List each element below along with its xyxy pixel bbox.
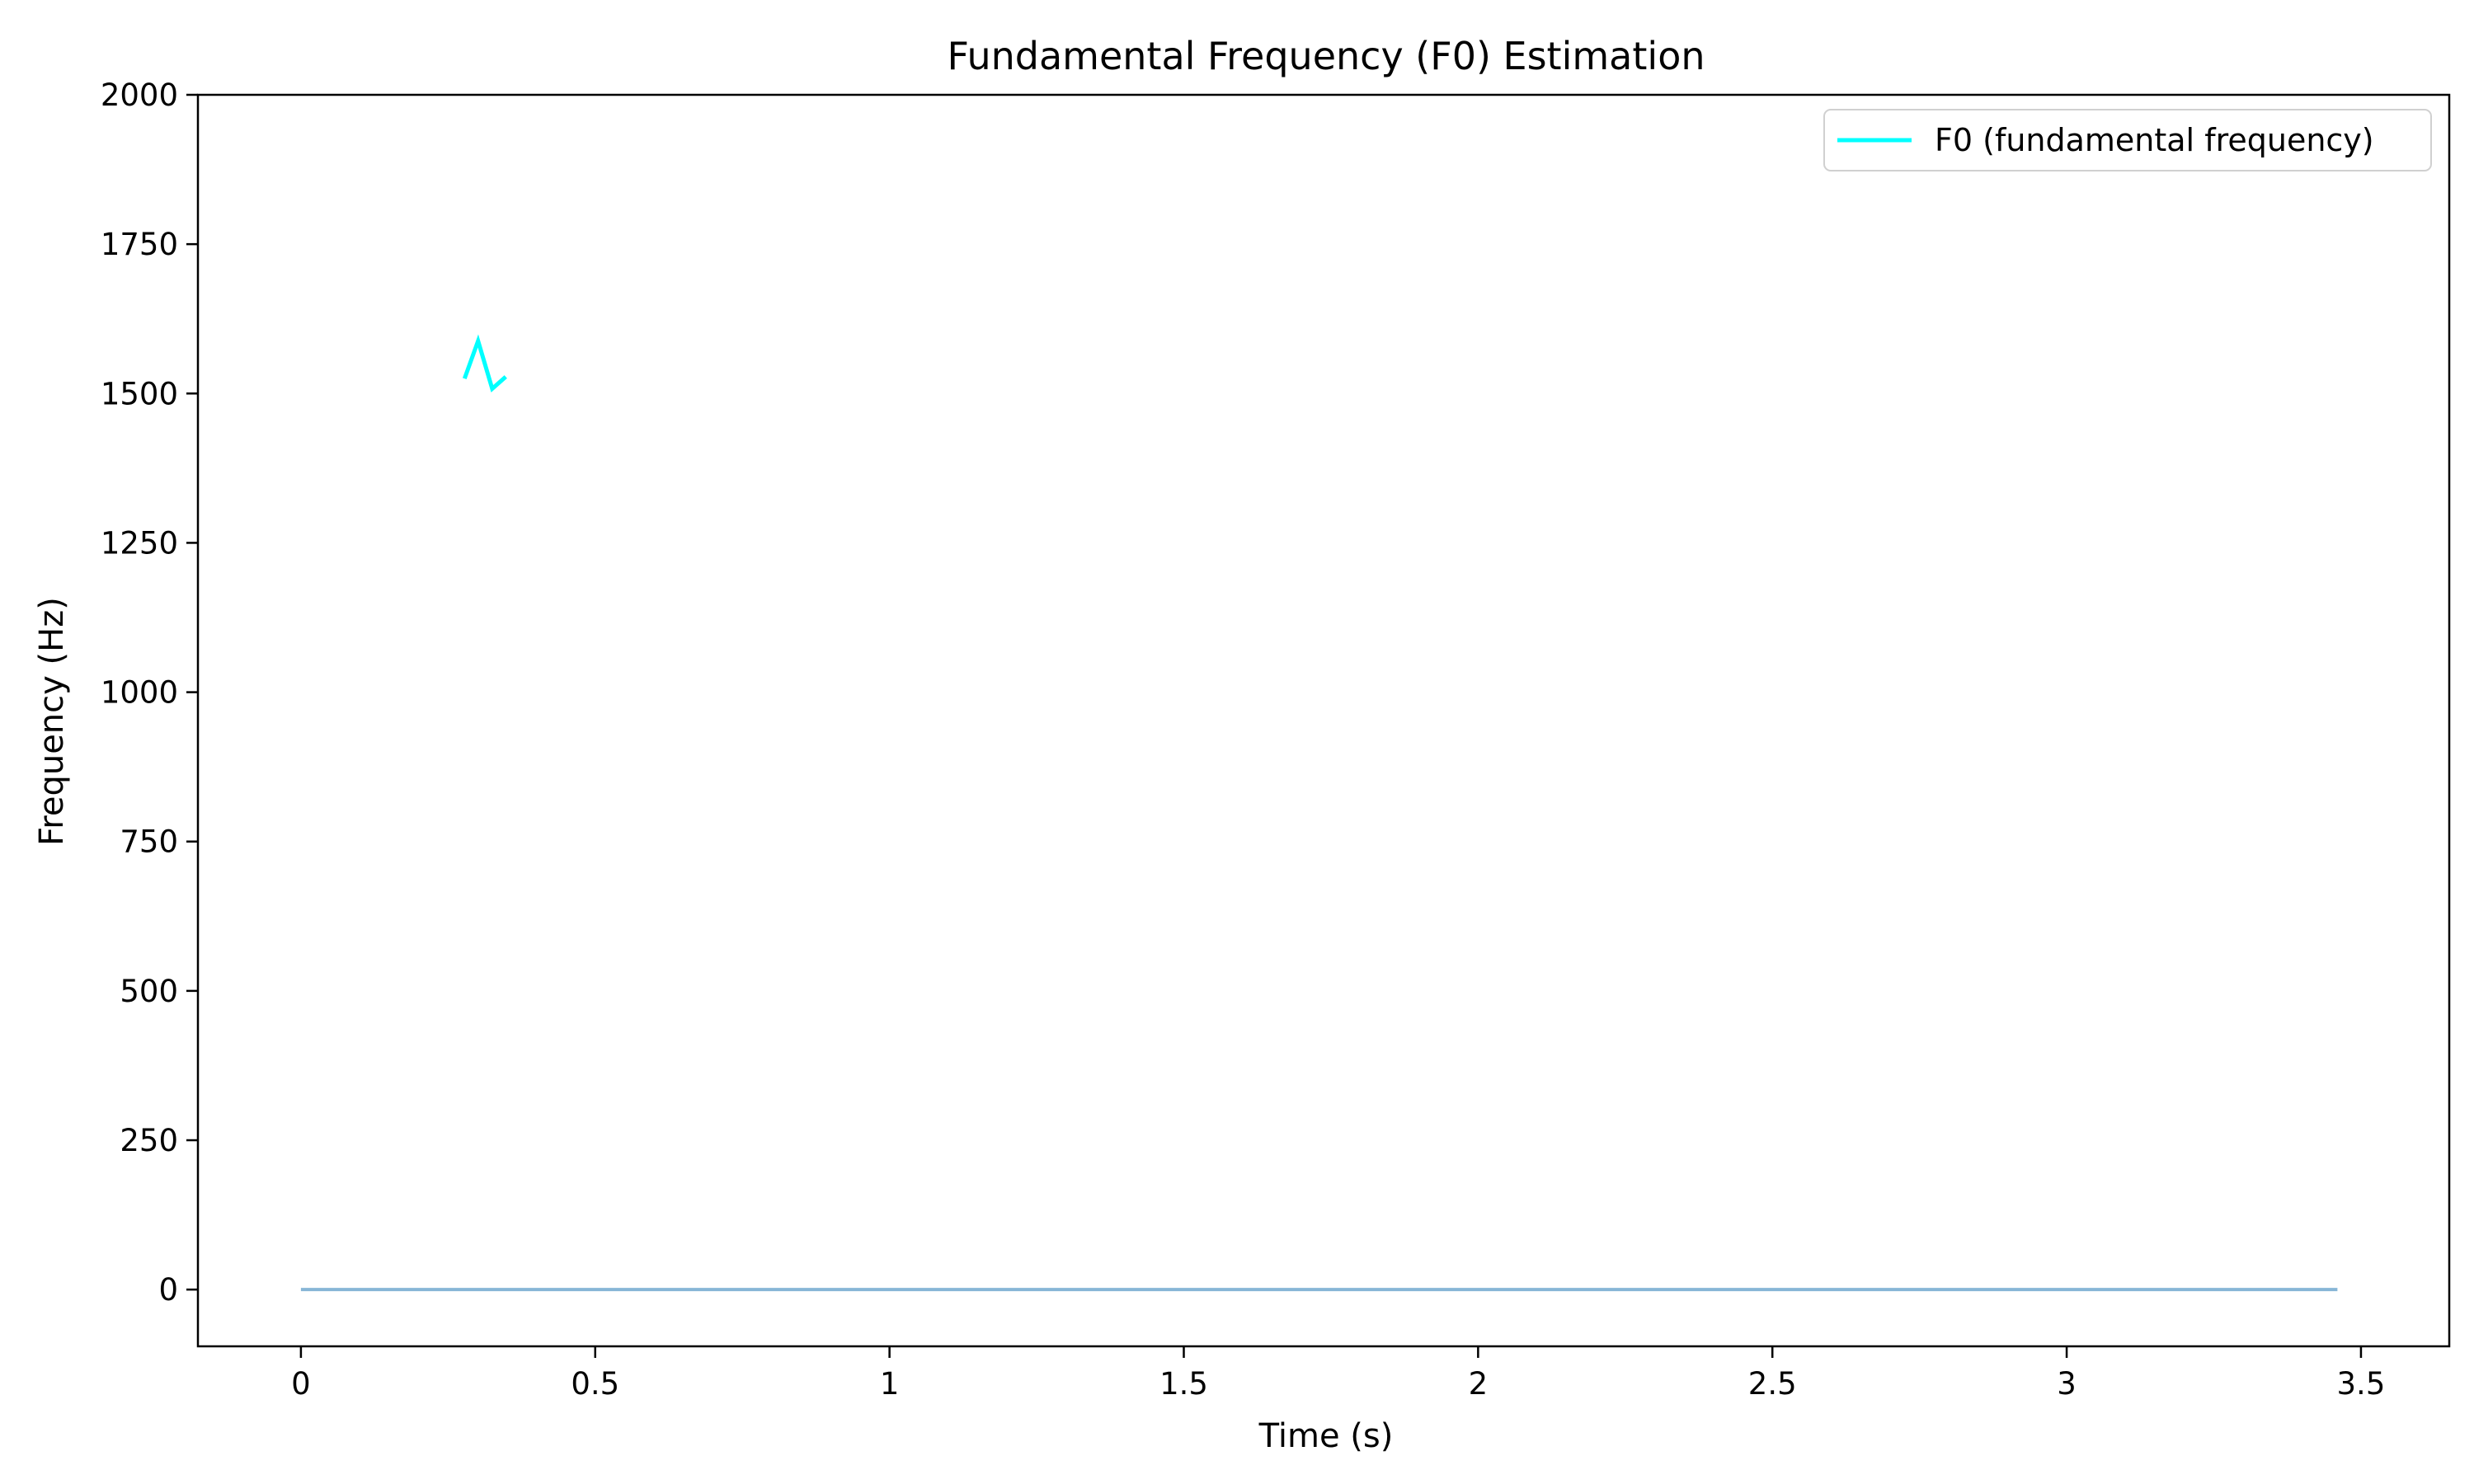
x-tick-label: 0.5: [571, 1366, 619, 1402]
y-tick-label: 0: [158, 1272, 178, 1308]
series-line-f0: [462, 334, 507, 392]
x-axis-label: Time (s): [1258, 1417, 1394, 1455]
x-tick-label: 1: [880, 1366, 900, 1402]
x-axis-ticks: 0 0.5 1 1.5 2 2.5 3 3.5: [291, 1346, 2385, 1402]
y-tick-label: 2000: [101, 77, 178, 113]
y-axis-label: Frequency (Hz): [33, 597, 71, 846]
axes-frame: [196, 93, 2451, 1348]
legend: F0 (fundamental frequency): [1823, 109, 2432, 171]
chart-title: Fundamental Frequency (F0) Estimation: [948, 34, 1705, 78]
y-tick-label: 1750: [101, 227, 178, 262]
x-tick-label: 0: [291, 1366, 311, 1402]
y-tick-label: 750: [120, 824, 178, 860]
y-tick-label: 1500: [101, 376, 178, 411]
x-tick-label: 3: [2057, 1366, 2077, 1402]
x-tick-label: 1.5: [1159, 1366, 1208, 1402]
y-tick-label: 1250: [101, 525, 178, 561]
y-tick-label: 1000: [101, 675, 178, 711]
legend-label-f0: F0 (fundamental frequency): [1935, 122, 2374, 158]
y-tick-label: 500: [120, 974, 178, 1009]
series-layer: [300, 334, 2338, 1292]
x-tick-label: 2: [1469, 1366, 1489, 1402]
x-tick-label: 2.5: [1748, 1366, 1797, 1402]
legend-box: [1823, 109, 2432, 171]
y-tick-label: 250: [120, 1123, 178, 1158]
y-axis-ticks: 0 250 500 750 1000 1250 1500 1750 2000: [101, 77, 198, 1308]
x-tick-label: 3.5: [2337, 1366, 2386, 1402]
